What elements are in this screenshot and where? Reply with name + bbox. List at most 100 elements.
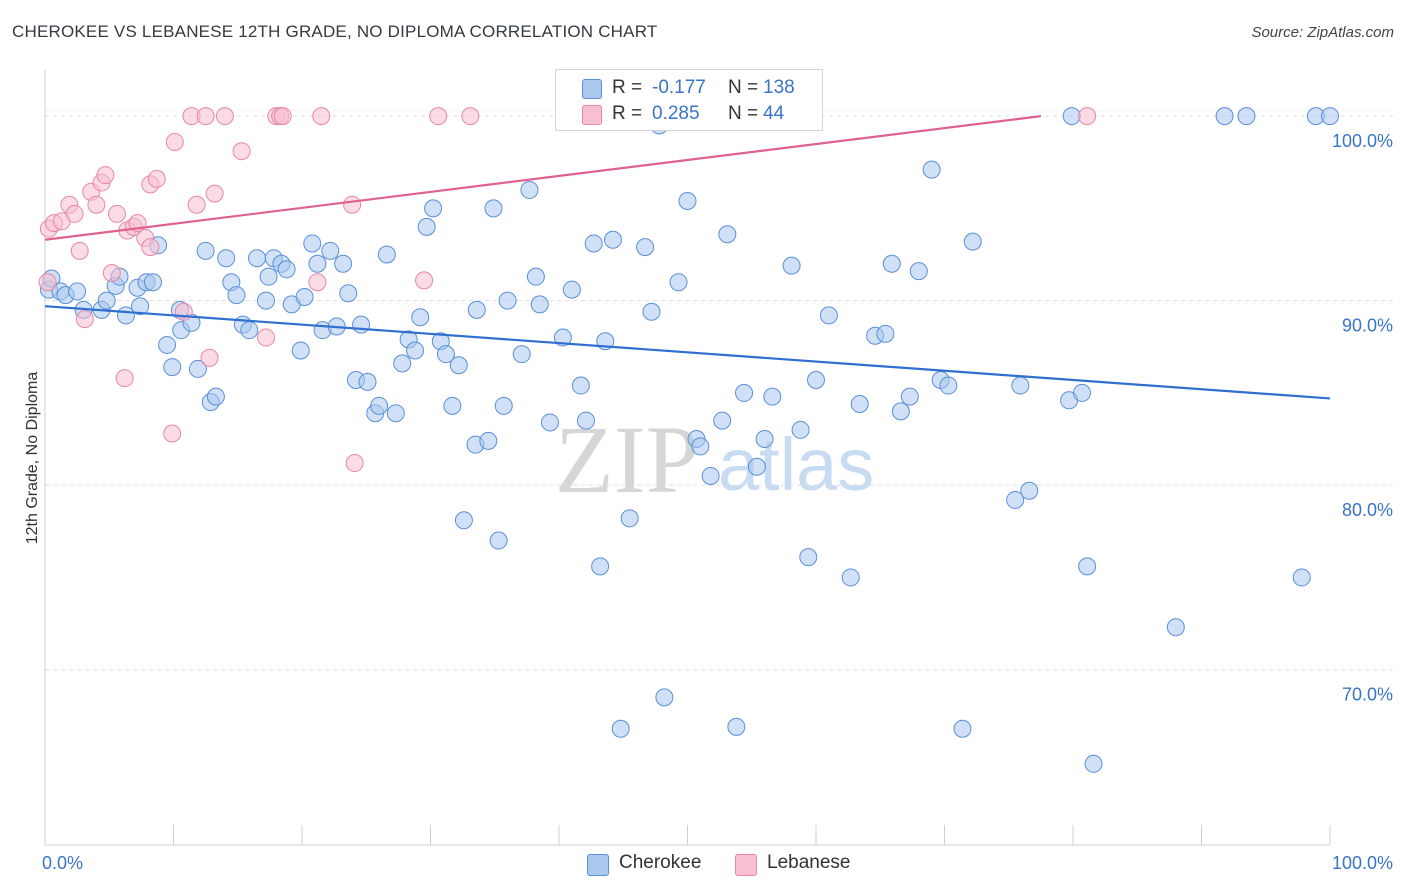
chart-title: CHEROKEE VS LEBANESE 12TH GRADE, NO DIPL…	[12, 22, 658, 41]
cherokee-point	[131, 297, 150, 316]
cherokee-point	[876, 324, 895, 343]
cherokee-swatch	[582, 79, 602, 99]
lebanese-swatch	[582, 105, 602, 125]
cherokee-point	[584, 234, 603, 253]
y-tick-label: 100.0%	[1332, 131, 1393, 151]
cherokee-point	[97, 291, 116, 310]
lebanese-point	[87, 195, 106, 214]
lebanese-point	[75, 310, 94, 329]
lebanese-point	[141, 238, 160, 257]
cherokee-point	[909, 262, 928, 281]
cherokee-point	[791, 420, 810, 439]
cherokee-point	[498, 291, 517, 310]
lebanese-point	[65, 204, 84, 223]
x-tick-label-max: 100.0%	[1332, 853, 1393, 873]
series-legend: Cherokee Lebanese	[0, 852, 1406, 878]
cherokee-point	[530, 295, 549, 314]
y-tick-label: 90.0%	[1342, 316, 1393, 336]
cherokee-point	[591, 557, 610, 576]
lebanese-trend-line	[44, 115, 1042, 241]
cherokee-point	[277, 260, 296, 279]
axis-labels: 70.0% 80.0% 90.0% 100.0% 0.0% 100.0% 12th Grad…	[24, 131, 1393, 873]
cherokee-point	[1215, 107, 1234, 126]
cherokee-point	[755, 430, 774, 449]
cherokee-point	[562, 280, 581, 299]
cherokee-point	[417, 217, 436, 236]
cherokee-point	[882, 254, 901, 273]
trend-lines	[44, 115, 1331, 400]
cherokee-point	[295, 287, 314, 306]
lebanese-point	[187, 195, 206, 214]
lebanese-point	[215, 107, 234, 126]
cherokee-point	[386, 404, 405, 423]
cherokee-point	[308, 254, 327, 273]
lebanese-point	[200, 348, 219, 367]
legend-row-cherokee: R = -0.177 N = 138	[556, 75, 822, 101]
cherokee-point	[158, 335, 177, 354]
cherokee-point	[520, 180, 539, 199]
cherokee-point	[718, 225, 737, 244]
cherokee-point	[1062, 107, 1081, 126]
cherokee-swatch	[587, 854, 609, 876]
cherokee-point	[636, 238, 655, 257]
grid-lines	[45, 110, 1395, 671]
lebanese-point	[102, 263, 121, 282]
cherokee-point	[206, 387, 225, 406]
cherokee-point	[1321, 107, 1339, 126]
cherokee-point	[576, 411, 595, 430]
cherokee-point	[449, 356, 468, 375]
cherokee-point	[467, 300, 486, 319]
y-axis-title: 12th Grade, No Diploma	[24, 372, 41, 545]
cherokee-point	[701, 466, 720, 485]
cherokee-point	[358, 372, 377, 391]
lebanese-swatch	[735, 854, 757, 876]
legend-label-cherokee: Cherokee	[619, 852, 702, 873]
cherokee-point	[303, 234, 322, 253]
cherokee-point	[143, 273, 162, 292]
cherokee-point	[953, 719, 972, 738]
cherokee-point	[782, 256, 801, 275]
lebanese-point	[163, 424, 182, 443]
cherokee-point	[512, 345, 531, 364]
cherokee-point	[68, 282, 87, 301]
cherokee-point	[939, 376, 958, 395]
lebanese-point	[70, 241, 89, 260]
cherokee-point	[799, 548, 818, 567]
lebanese-point	[257, 328, 276, 347]
cherokee-point	[443, 396, 462, 415]
lebanese-points	[38, 107, 1097, 473]
cherokee-point	[1011, 376, 1030, 395]
cherokee-point	[454, 511, 473, 530]
cherokee-point	[339, 284, 358, 303]
cherokee-point	[370, 396, 389, 415]
lebanese-point	[345, 454, 364, 473]
cherokee-point	[1292, 568, 1311, 587]
source-credit: Source: ZipAtlas.com	[1251, 24, 1394, 41]
cherokee-point	[489, 531, 508, 550]
lebanese-point	[196, 107, 215, 126]
cherokee-point	[603, 230, 622, 249]
correlation-legend: R = -0.177 N = 138 R = 0.285 N = 44	[555, 69, 823, 131]
lebanese-point	[165, 132, 184, 151]
cherokee-point	[807, 371, 825, 389]
n-value: 138	[763, 77, 795, 98]
cherokee-point	[257, 291, 276, 310]
lebanese-point	[147, 169, 166, 188]
watermark-zip: ZIP	[555, 406, 699, 513]
cherokee-point	[763, 387, 782, 406]
lebanese-point	[115, 369, 134, 388]
legend-row-lebanese: R = 0.285 N = 44	[556, 101, 822, 127]
cherokee-point	[571, 376, 590, 395]
cherokee-point	[541, 413, 560, 432]
cherokee-point	[620, 509, 639, 528]
lebanese-point	[273, 107, 292, 126]
y-tick-label: 80.0%	[1342, 500, 1393, 520]
lebanese-point	[107, 204, 126, 223]
cherokee-point	[1072, 383, 1091, 402]
cherokee-point	[678, 192, 697, 211]
legend-label-lebanese: Lebanese	[767, 852, 851, 873]
cherokee-point	[217, 249, 236, 268]
cherokee-point	[406, 341, 425, 360]
cherokee-point	[900, 387, 919, 406]
